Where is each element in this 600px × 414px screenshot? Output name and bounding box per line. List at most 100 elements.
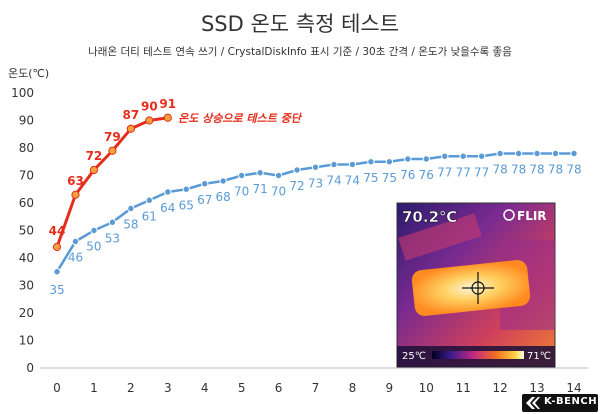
x-tick-label: 7 (312, 381, 320, 395)
x-tick-label: 2 (127, 381, 135, 395)
data-label: 63 (67, 174, 84, 188)
data-label: 77 (474, 165, 489, 179)
y-axis-ticks: 0 10 20 30 40 50 60 70 80 90 100 (11, 86, 34, 375)
crosshair-circle (471, 281, 485, 295)
data-point (163, 113, 172, 122)
data-label: 90 (141, 100, 158, 114)
data-point (311, 163, 320, 171)
data-label: 61 (142, 209, 157, 223)
y-tick-label: 60 (19, 196, 34, 210)
x-tick-label: 0 (53, 381, 61, 395)
data-point (90, 226, 98, 235)
data-label: 58 (123, 218, 138, 232)
thermal-brand: FLIR (517, 209, 547, 223)
y-tick-label: 30 (19, 279, 34, 293)
data-point (293, 166, 301, 174)
data-label: 46 (68, 251, 83, 265)
kbench-watermark: K-BENCH (522, 394, 598, 412)
data-point (330, 160, 338, 169)
data-label: 78 (529, 163, 544, 177)
data-point (404, 155, 412, 163)
data-point (533, 149, 541, 158)
x-tick-label: 12 (493, 381, 508, 395)
data-point (422, 155, 430, 163)
data-label: 68 (216, 190, 231, 204)
y-tick-label: 100 (11, 86, 34, 100)
data-point (182, 185, 190, 193)
y-tick-label: 10 (19, 334, 34, 348)
data-label: 76 (419, 168, 434, 182)
data-label: 73 (308, 176, 323, 190)
data-point (348, 160, 357, 169)
data-label: 70 (234, 185, 249, 199)
data-label: 35 (49, 283, 64, 297)
data-point (570, 149, 578, 158)
y-tick-label: 0 (26, 361, 34, 375)
y-axis-label: 온도(℃) (8, 67, 49, 80)
data-label: 72 (289, 179, 304, 193)
thermal-image-inset: 70.2℃ FLIR 25℃ 71℃ (396, 202, 556, 368)
y-tick-label: 70 (19, 169, 34, 183)
data-label: 77 (437, 165, 452, 179)
x-tick-label: 6 (275, 381, 283, 395)
x-tick-label: 14 (566, 381, 581, 395)
data-point (71, 190, 80, 199)
data-label: 74 (345, 174, 360, 188)
kbench-logo-icon (526, 397, 540, 409)
data-point (53, 268, 61, 276)
data-point (219, 177, 227, 185)
data-point (514, 149, 523, 158)
data-point (477, 152, 486, 160)
x-tick-label: 10 (419, 381, 434, 395)
data-point (89, 165, 99, 175)
data-point (256, 169, 264, 177)
y-tick-label: 50 (19, 224, 34, 238)
x-tick-label: 9 (386, 381, 394, 395)
data-point (201, 180, 209, 188)
thermal-color-scale (432, 351, 524, 359)
data-label: 91 (159, 97, 176, 111)
data-label: 50 (86, 240, 101, 254)
x-axis-ticks: 0 1 2 3 4 5 6 7 8 9 10 11 12 13 14 (53, 381, 581, 395)
stop-annotation: 온도 상승으로 테스트 중단 (178, 112, 303, 125)
data-label: 79 (104, 130, 121, 144)
data-point (108, 218, 117, 226)
thermal-reading: 70.2℃ (402, 208, 457, 226)
data-label: 70 (271, 185, 286, 199)
data-point (145, 116, 154, 125)
x-tick-label: 5 (238, 381, 246, 395)
data-point (274, 171, 283, 180)
data-label: 53 (105, 231, 120, 245)
data-label: 75 (382, 171, 397, 185)
data-label: 65 (179, 198, 194, 212)
y-tick-label: 90 (19, 114, 34, 128)
data-point (367, 158, 375, 166)
data-point (52, 242, 62, 252)
data-label: 72 (86, 149, 103, 163)
data-label: 76 (400, 168, 415, 182)
data-label: 78 (493, 163, 508, 177)
data-point (385, 158, 394, 166)
data-label: 71 (252, 182, 267, 196)
data-label: 44 (49, 224, 66, 238)
data-label: 74 (326, 174, 341, 188)
data-label: 78 (511, 163, 526, 177)
data-label: 67 (197, 193, 212, 207)
y-tick-label: 20 (19, 306, 34, 320)
series-points (52, 113, 578, 276)
data-point (459, 152, 467, 160)
x-tick-label: 13 (529, 381, 544, 395)
y-tick-label: 80 (19, 141, 34, 155)
data-point (127, 204, 135, 213)
x-tick-label: 11 (456, 381, 471, 395)
data-point (108, 146, 117, 155)
data-point (237, 171, 246, 180)
x-tick-label: 3 (164, 381, 172, 395)
data-point (145, 196, 154, 204)
chart-title: SSD 온도 측정 테스트 (200, 12, 400, 36)
data-label: 77 (456, 165, 471, 179)
data-point (551, 149, 560, 158)
x-tick-label: 8 (349, 381, 357, 395)
data-label: 87 (123, 108, 140, 122)
